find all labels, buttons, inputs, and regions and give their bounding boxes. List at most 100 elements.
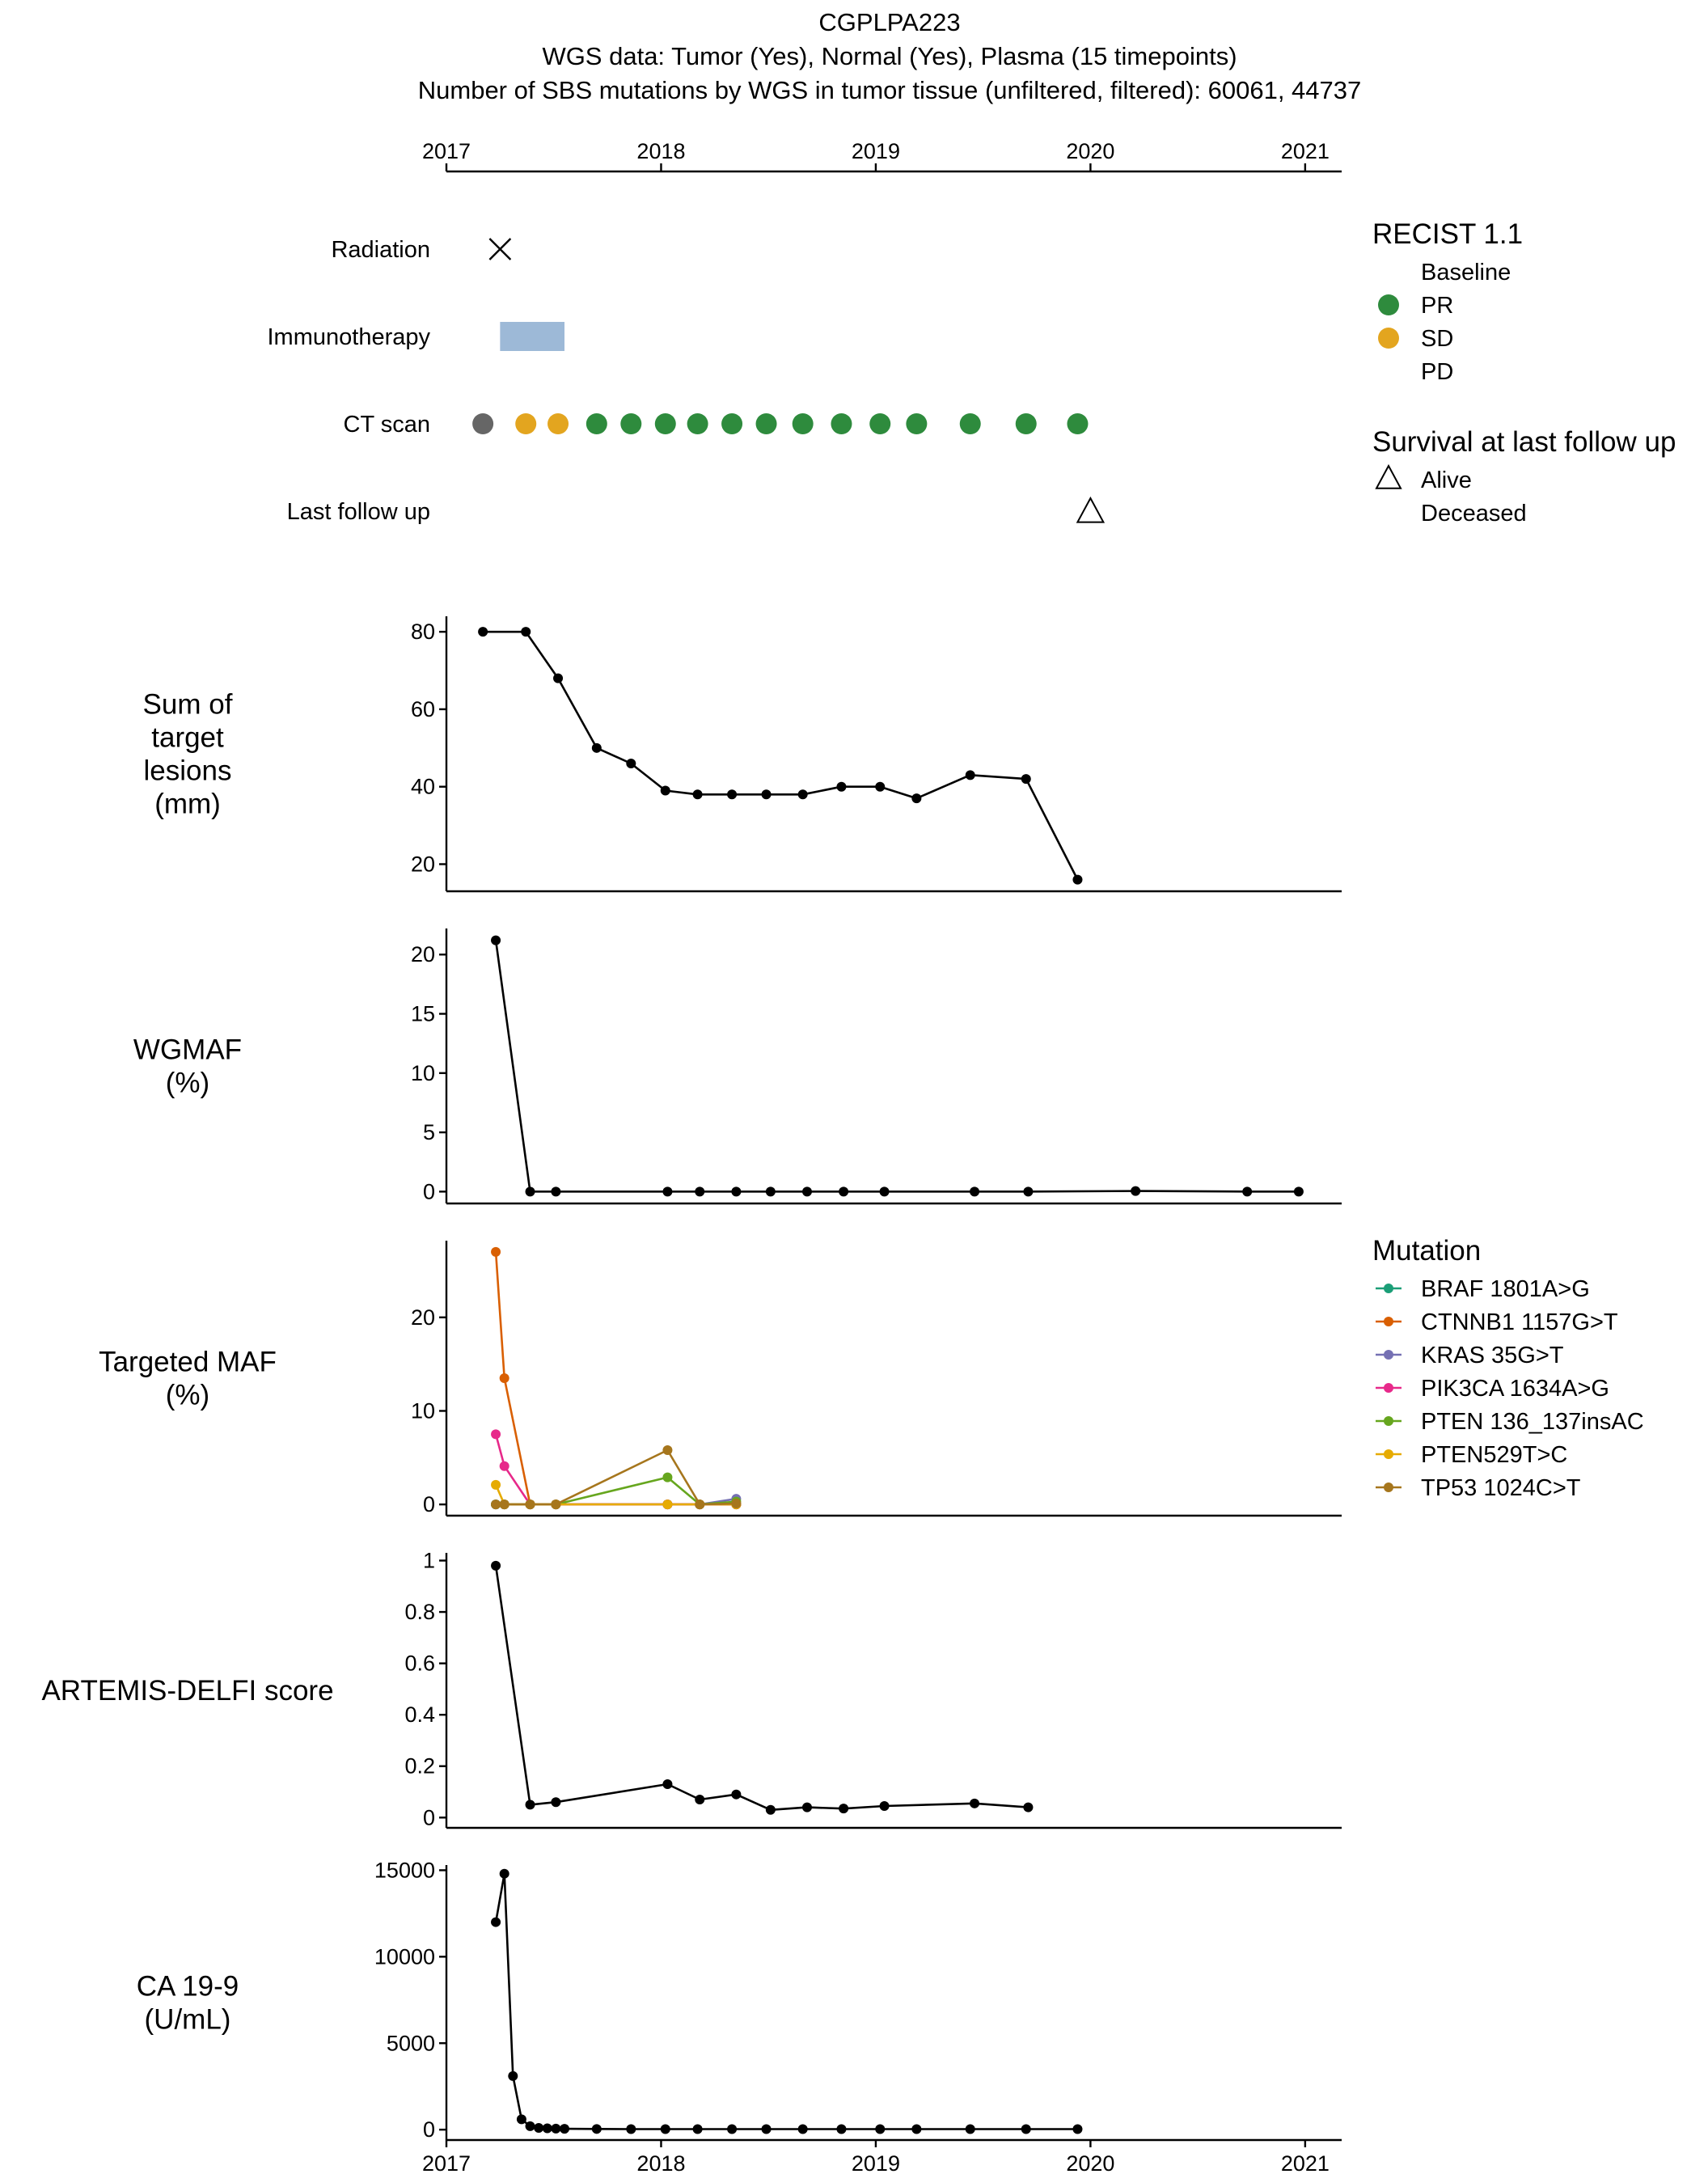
y-tick-label-ca199: 5000 [387,2031,435,2055]
bottom-x-tick-label: 2019 [852,2151,900,2174]
data-point-lesions [1021,774,1031,785]
data-point-ca199 [499,1868,509,1879]
ct-scan-dot [1015,413,1037,434]
y-tick-label-lesions: 60 [411,697,435,721]
data-point-ca199 [965,2124,975,2134]
recist-legend-label: PR [1421,293,1453,319]
data-point-artemis [731,1789,742,1800]
data-point-ca199 [1072,2124,1083,2134]
y-axis-label-artemis: ARTEMIS-DELFI score [41,1675,333,1707]
ct-scan-dot [906,413,928,434]
data-point-wgmaf [525,1186,535,1197]
marks-layer [472,238,1304,2134]
data-point-artemis [491,1560,501,1571]
data-point-wgmaf [695,1186,705,1197]
y-tick-label-lesions: 80 [411,620,435,644]
data-point-targeted [491,1429,501,1440]
y-axis-label-wgmaf: (%) [166,1068,209,1099]
data-point-lesions [965,770,975,780]
top-x-tick-label: 2019 [852,139,900,163]
y-tick-label-wgmaf: 15 [411,1002,435,1026]
series-line-artemis [494,1565,1029,1812]
data-point-ca199 [525,2121,535,2131]
ct-scan-dot [869,413,891,434]
data-point-lesions [836,781,847,792]
mutation-legend-label: PTEN 136_137insAC [1421,1409,1644,1435]
data-point-lesions [626,758,636,768]
data-point-lesions [727,789,738,800]
data-point-wgmaf [1293,1186,1304,1197]
data-point-ca199 [626,2124,636,2134]
y-axis-label-lesions: target [151,722,224,754]
data-point-ca199 [761,2124,772,2134]
data-point-targeted [491,1246,501,1257]
y-tick-label-targeted: 0 [423,1492,435,1516]
title-wgs-data: WGS data: Tumor (Yes), Normal (Yes), Pla… [542,42,1237,70]
y-tick-label-targeted: 20 [411,1305,435,1330]
data-point-targeted [662,1499,673,1510]
mutation-legend-label: PIK3CA 1634A>G [1421,1376,1609,1402]
data-point-ca199 [1021,2124,1031,2134]
series-line-wgmaf [494,940,1299,1193]
ct-scan-dot [831,413,852,434]
data-point-ca199 [727,2124,738,2134]
data-point-wgmaf [1023,1186,1034,1197]
data-point-ca199 [591,2124,602,2134]
title-patient-id: CGPLPA223 [818,8,960,36]
mutation-legend-label: KRAS 35G>T [1421,1343,1564,1368]
survival-legend-title: Survival at last follow up [1372,426,1676,458]
bottom-x-tick-label: 2017 [422,2151,471,2174]
ct-scan-dot [472,413,494,434]
y-axis-label-ca199: (U/mL) [145,2004,231,2036]
data-point-artemis [695,1795,705,1805]
recist-legend-marker [1378,328,1399,349]
title-sbs-mutations: Number of SBS mutations by WGS in tumor … [418,76,1362,104]
y-tick-label-ca199: 10000 [374,1944,435,1969]
data-point-ca199 [534,2123,544,2134]
data-point-artemis [765,1804,776,1815]
mutation-legend-title: Mutation [1372,1235,1481,1267]
y-tick-label-targeted: 10 [411,1398,435,1423]
y-tick-label-artemis: 1 [423,1549,435,1573]
data-point-wgmaf [662,1186,673,1197]
timeline-row-label: Immunotherapy [268,324,431,350]
ct-scan-dot [959,413,981,434]
bottom-x-tick-label: 2018 [636,2151,685,2174]
data-point-wgmaf [491,935,501,945]
data-point-wgmaf [839,1186,849,1197]
immunotherapy-bar [500,322,565,351]
mutation-legend-label: CTNNB1 1157G>T [1421,1309,1618,1335]
timeline-row-label: Radiation [331,237,430,263]
top-x-tick-label: 2017 [422,139,471,163]
data-point-ca199 [516,2114,526,2125]
ct-scan-dot [1067,413,1089,434]
top-x-tick-label: 2020 [1066,139,1114,163]
data-point-ca199 [491,1917,501,1927]
survival-legend-label: Deceased [1421,501,1527,527]
timeline-row-label: CT scan [344,412,430,438]
y-tick-label-lesions: 40 [411,775,435,799]
series-line-targeted-1 [494,1251,737,1506]
data-point-targeted [499,1499,509,1510]
data-point-ca199 [911,2124,922,2134]
y-axis-label-lesions: lesions [144,755,232,787]
data-point-lesions [660,785,670,796]
y-tick-label-ca199: 0 [423,2117,435,2142]
recist-legend-label: SD [1421,326,1453,352]
data-point-lesions [761,789,772,800]
data-point-artemis [970,1798,980,1808]
ct-scan-dot [620,413,642,434]
data-point-targeted [491,1479,501,1490]
data-point-lesions [1072,874,1083,885]
chart-titles: CGPLPA223 WGS data: Tumor (Yes), Normal … [418,8,1362,104]
data-point-artemis [551,1797,561,1808]
mutation-legend-marker [1384,1416,1393,1426]
data-point-wgmaf [551,1186,561,1197]
mutation-legend-marker [1384,1383,1393,1393]
timeline-row-label: Last follow up [287,499,430,525]
data-point-lesions [875,781,886,792]
mutation-legend-marker [1384,1449,1393,1459]
y-tick-label-wgmaf: 0 [423,1179,435,1203]
data-point-ca199 [836,2124,847,2134]
ct-scan-dot [586,413,607,434]
